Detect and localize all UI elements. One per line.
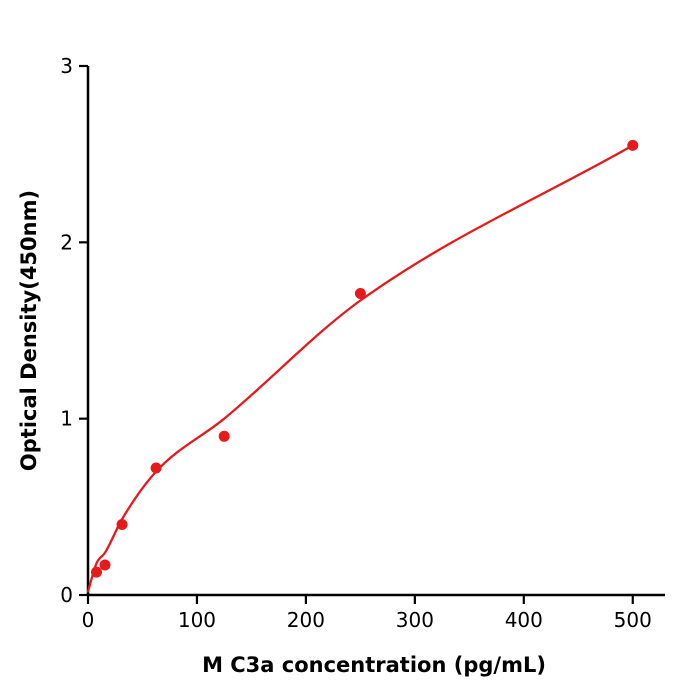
data-point [150, 462, 162, 474]
x-tick-label: 400 [505, 608, 543, 632]
data-point [627, 139, 639, 151]
y-tick-label: 3 [60, 54, 73, 78]
x-tick-label: 0 [82, 608, 95, 632]
y-axis-title: Optical Density(450nm) [17, 190, 41, 471]
data-point [354, 287, 366, 299]
x-tick-label: 100 [178, 608, 216, 632]
y-tick-label: 0 [60, 583, 73, 607]
fit-curve-line [86, 144, 634, 593]
data-point [116, 518, 128, 530]
x-tick-label: 500 [614, 608, 652, 632]
y-tick-label: 1 [60, 407, 73, 431]
x-tick-label: 300 [396, 608, 434, 632]
x-axis-title: M C3a concentration (pg/mL) [202, 653, 546, 677]
y-tick-label: 2 [60, 230, 73, 254]
data-point [218, 430, 230, 442]
data-point [99, 559, 111, 571]
x-tick-label: 200 [287, 608, 325, 632]
data-point [90, 566, 102, 578]
